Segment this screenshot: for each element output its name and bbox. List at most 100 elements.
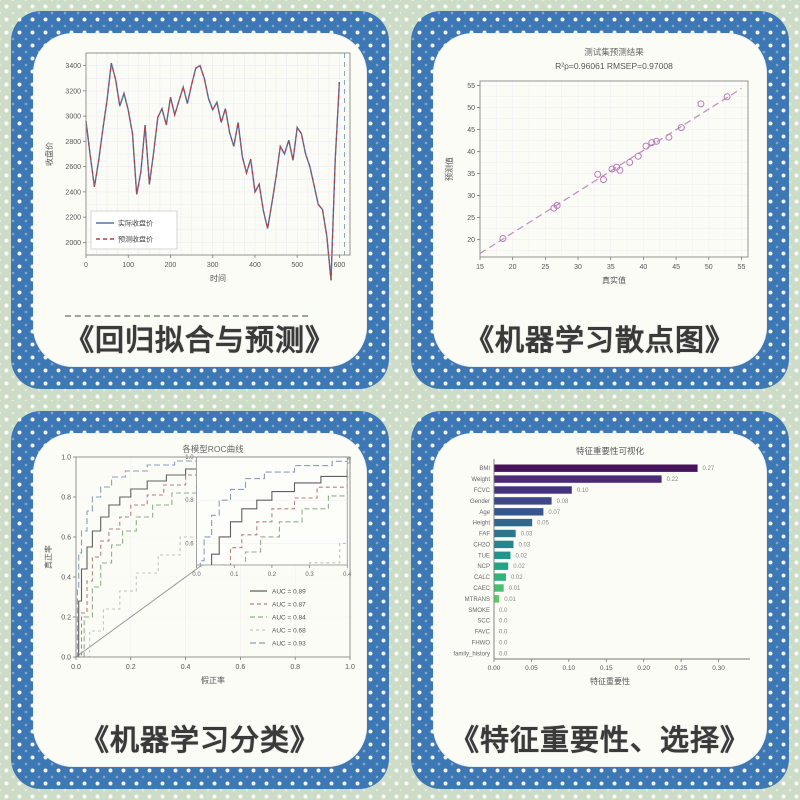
svg-text:AUC = 0.84: AUC = 0.84 xyxy=(272,615,306,622)
card-roc: 各模型ROC曲线 0.0 0.1 0.2 0.3 0.4 0.6 0.8 1.0 AUC = 0.… xyxy=(33,433,367,767)
svg-text:3000: 3000 xyxy=(65,114,81,121)
svg-text:400: 400 xyxy=(249,262,261,269)
caption-roc: 《机器学习分类》 xyxy=(80,717,320,759)
svg-text:300: 300 xyxy=(207,262,219,269)
card-importance: 特征重要性可视化 BMI 0.27 Weight 0.22 FCVC 0.10 Gender 0… xyxy=(433,433,767,767)
svg-text:3400: 3400 xyxy=(65,63,81,70)
svg-text:特征重要性可视化: 特征重要性可视化 xyxy=(576,446,645,456)
svg-text:实际收盘价: 实际收盘价 xyxy=(118,219,153,228)
svg-text:25: 25 xyxy=(467,215,475,222)
svg-text:Weight: Weight xyxy=(471,477,490,483)
svg-text:0.0: 0.0 xyxy=(499,608,508,614)
regression-line-chart: 0 100 200 300 400 500 600 2000 2200 2400 2600 2800 3… xyxy=(40,43,360,301)
svg-text:0.05: 0.05 xyxy=(525,665,538,672)
svg-text:0.10: 0.10 xyxy=(563,665,576,672)
caption-roc-text: 《机器学习分类》 xyxy=(79,725,320,757)
svg-text:0.20: 0.20 xyxy=(637,665,650,672)
svg-text:各模型ROC曲线: 各模型ROC曲线 xyxy=(182,444,244,454)
svg-text:55: 55 xyxy=(738,264,746,271)
svg-text:0.01: 0.01 xyxy=(504,597,516,603)
caption-divider xyxy=(64,315,308,317)
svg-text:0.2: 0.2 xyxy=(61,615,71,622)
svg-text:family_history: family_history xyxy=(453,651,490,657)
svg-text:0.27: 0.27 xyxy=(703,466,715,472)
svg-text:BMI: BMI xyxy=(479,466,490,472)
svg-text:NCP: NCP xyxy=(477,564,490,570)
svg-text:35: 35 xyxy=(607,264,615,271)
svg-text:测试集预测结果: 测试集预测结果 xyxy=(584,47,644,57)
svg-text:2600: 2600 xyxy=(65,164,81,171)
svg-text:时间: 时间 xyxy=(210,273,226,283)
svg-text:AUC = 0.89: AUC = 0.89 xyxy=(272,589,306,596)
svg-text:0.03: 0.03 xyxy=(521,532,533,538)
svg-text:假正率: 假正率 xyxy=(201,675,225,685)
svg-text:45: 45 xyxy=(467,127,475,134)
svg-text:FCVC: FCVC xyxy=(474,488,491,494)
svg-text:0.8: 0.8 xyxy=(61,495,71,502)
svg-text:0.00: 0.00 xyxy=(488,665,501,672)
svg-text:30: 30 xyxy=(467,193,475,200)
svg-text:R²p=0.96061 RMSEP=0.97008: R²p=0.96061 RMSEP=0.97008 xyxy=(555,61,673,71)
svg-text:AUC = 0.68: AUC = 0.68 xyxy=(272,628,306,635)
svg-text:2000: 2000 xyxy=(65,240,81,247)
svg-text:预测值: 预测值 xyxy=(444,157,454,181)
svg-text:0.6: 0.6 xyxy=(236,664,246,671)
svg-text:0.25: 0.25 xyxy=(675,665,688,672)
svg-text:0: 0 xyxy=(84,262,88,269)
svg-text:30: 30 xyxy=(574,264,582,271)
svg-text:0.02: 0.02 xyxy=(513,564,525,570)
svg-text:TUE: TUE xyxy=(478,553,490,559)
caption-regression-text: 《回归拟合与预测》 xyxy=(64,325,335,357)
svg-text:20: 20 xyxy=(467,237,475,244)
svg-text:0.4: 0.4 xyxy=(343,572,352,578)
svg-text:50: 50 xyxy=(467,105,475,112)
svg-text:0.10: 0.10 xyxy=(577,488,589,494)
svg-text:CAEC: CAEC xyxy=(473,586,490,592)
caption-scatter-text: 《机器学习散点图》 xyxy=(464,325,735,357)
quadrant-regression: 0 100 200 300 400 500 600 2000 2200 2400 2600 2800 3… xyxy=(0,0,400,400)
svg-text:50: 50 xyxy=(705,264,713,271)
roc-curves-chart: 各模型ROC曲线 0.0 0.1 0.2 0.3 0.4 0.6 0.8 1.0 AUC = 0.… xyxy=(40,443,360,701)
svg-text:40: 40 xyxy=(640,264,648,271)
svg-text:100: 100 xyxy=(122,262,134,269)
svg-text:CH2O: CH2O xyxy=(473,542,490,548)
svg-text:1.0: 1.0 xyxy=(185,455,194,461)
svg-text:真正率: 真正率 xyxy=(43,545,53,569)
svg-text:1.0: 1.0 xyxy=(61,455,71,462)
svg-text:AUC = 0.93: AUC = 0.93 xyxy=(272,641,306,648)
caption-importance: 《特征重要性、选择》 xyxy=(450,717,750,759)
svg-text:0.0: 0.0 xyxy=(499,651,508,657)
svg-text:真实值: 真实值 xyxy=(602,275,626,285)
svg-text:2400: 2400 xyxy=(65,189,81,196)
svg-text:15: 15 xyxy=(476,264,484,271)
svg-text:0.05: 0.05 xyxy=(537,521,549,527)
svg-text:2200: 2200 xyxy=(65,215,81,222)
quadrant-roc: 各模型ROC曲线 0.0 0.1 0.2 0.3 0.4 0.6 0.8 1.0 AUC = 0.… xyxy=(0,400,400,800)
svg-text:55: 55 xyxy=(467,83,475,90)
svg-text:SCC: SCC xyxy=(477,619,490,625)
svg-text:200: 200 xyxy=(165,262,177,269)
svg-text:2800: 2800 xyxy=(65,139,81,146)
svg-text:1.0: 1.0 xyxy=(345,664,355,671)
svg-text:0.2: 0.2 xyxy=(126,664,136,671)
svg-text:500: 500 xyxy=(291,262,303,269)
svg-text:0.0: 0.0 xyxy=(499,640,508,646)
svg-text:600: 600 xyxy=(334,262,346,269)
svg-text:0.22: 0.22 xyxy=(667,477,679,483)
svg-text:0.0: 0.0 xyxy=(499,619,508,625)
caption-scatter: 《机器学习散点图》 xyxy=(465,317,735,359)
svg-text:0.07: 0.07 xyxy=(548,510,560,516)
svg-text:MTRANS: MTRANS xyxy=(465,597,490,603)
svg-text:0.0: 0.0 xyxy=(71,664,81,671)
svg-text:0.08: 0.08 xyxy=(557,499,569,505)
svg-text:0.03: 0.03 xyxy=(518,542,530,548)
svg-text:SMOKE: SMOKE xyxy=(468,608,490,614)
svg-text:0.3: 0.3 xyxy=(305,572,314,578)
svg-text:FAF: FAF xyxy=(479,532,490,538)
ml-scatter-chart: 测试集预测结果 R²p=0.96061 RMSEP=0.97008 15 20 25 30… xyxy=(440,43,760,301)
svg-text:CALC: CALC xyxy=(474,575,491,581)
svg-text:Gender: Gender xyxy=(470,499,490,505)
svg-text:AUC = 0.87: AUC = 0.87 xyxy=(272,602,306,609)
